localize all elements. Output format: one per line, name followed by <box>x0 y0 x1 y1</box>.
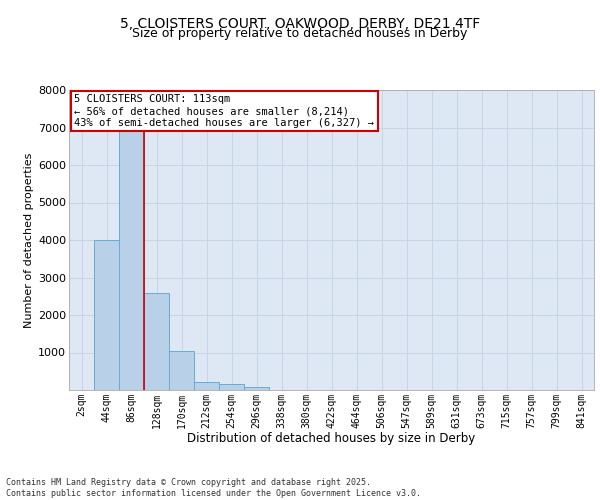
Bar <box>219 384 244 390</box>
Bar <box>169 350 194 390</box>
Bar <box>94 240 119 390</box>
Bar <box>244 387 269 390</box>
Text: Size of property relative to detached houses in Derby: Size of property relative to detached ho… <box>133 28 467 40</box>
X-axis label: Distribution of detached houses by size in Derby: Distribution of detached houses by size … <box>187 432 476 445</box>
Text: 5 CLOISTERS COURT: 113sqm
← 56% of detached houses are smaller (8,214)
43% of se: 5 CLOISTERS COURT: 113sqm ← 56% of detac… <box>74 94 374 128</box>
Text: 5, CLOISTERS COURT, OAKWOOD, DERBY, DE21 4TF: 5, CLOISTERS COURT, OAKWOOD, DERBY, DE21… <box>120 18 480 32</box>
Bar <box>194 382 219 390</box>
Y-axis label: Number of detached properties: Number of detached properties <box>24 152 34 328</box>
Text: Contains HM Land Registry data © Crown copyright and database right 2025.
Contai: Contains HM Land Registry data © Crown c… <box>6 478 421 498</box>
Bar <box>119 116 144 390</box>
Bar <box>144 292 169 390</box>
